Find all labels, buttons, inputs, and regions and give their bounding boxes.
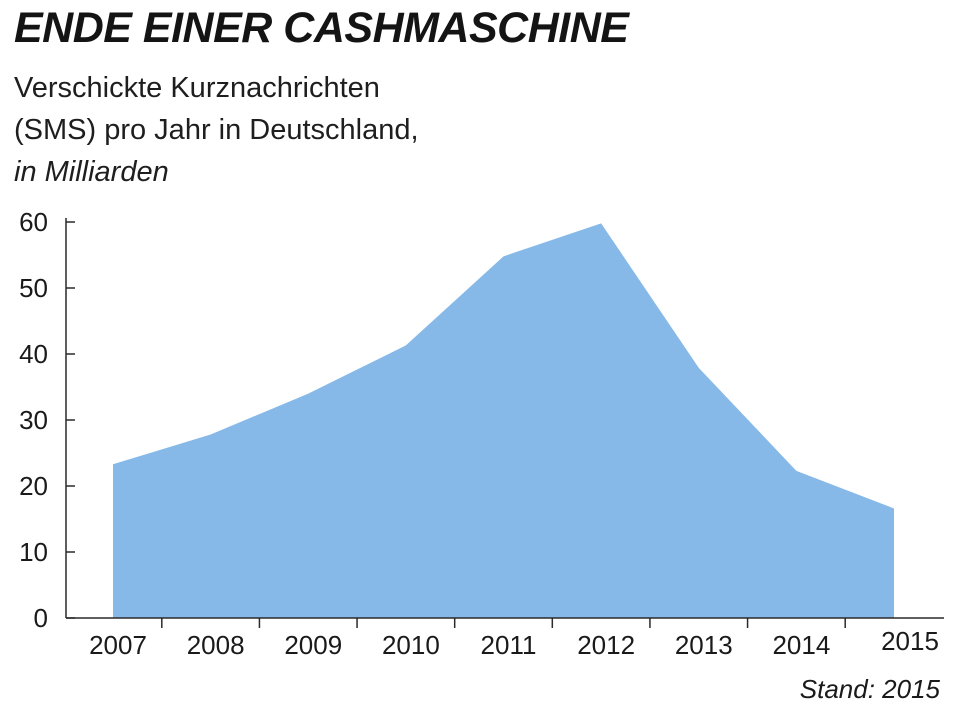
x-tick-label-2014: 2014 <box>772 630 830 660</box>
data-point-2008 <box>210 434 211 435</box>
subtitle-line-2: (SMS) pro Jahr in Deutschland, <box>14 114 419 146</box>
data-point-2013 <box>698 367 699 368</box>
x-tick-label-2010: 2010 <box>382 630 440 660</box>
data-point-2010 <box>405 345 406 346</box>
y-tick-label-20: 20 <box>19 471 48 501</box>
y-tick-label-40: 40 <box>19 339 48 369</box>
axis-layer <box>65 218 944 628</box>
unit-label: in Milliarden <box>14 156 169 188</box>
x-tick-label-2012: 2012 <box>577 630 635 660</box>
x-tick-label-2011: 2011 <box>481 630 537 660</box>
y-tick-label-50: 50 <box>19 273 48 303</box>
data-point-2011 <box>503 256 504 257</box>
data-point-2009 <box>308 393 309 394</box>
data-point-2012 <box>601 223 602 224</box>
chart-title: ENDE EINER CASHMASCHINE <box>14 4 629 52</box>
x-tick-label-2008: 2008 <box>187 630 245 660</box>
y-tick-labels: 0 10 20 30 40 50 60 <box>19 207 48 633</box>
y-tick-label-0: 0 <box>34 603 48 633</box>
x-tick-label-2009: 2009 <box>284 630 342 660</box>
y-tick-label-30: 30 <box>19 405 48 435</box>
x-tick-label-2013: 2013 <box>675 630 733 660</box>
x-tick-label-2007: 2007 <box>89 630 147 660</box>
data-point-2007 <box>113 464 114 465</box>
y-tick-label-60: 60 <box>19 207 48 237</box>
data-point-2015 <box>894 508 895 509</box>
x-tick-labels: 2007 2008 2009 2010 2011 2012 2013 2014 2015 <box>89 626 939 660</box>
subtitle-line-1: Verschickte Kurznachrichten <box>14 72 380 104</box>
area-series <box>113 223 894 618</box>
area-layer <box>113 223 895 618</box>
x-tick-label-2015: 2015 <box>881 626 939 656</box>
source-note: Stand: 2015 <box>799 674 940 704</box>
y-tick-label-10: 10 <box>19 537 48 567</box>
data-point-2014 <box>796 470 797 471</box>
